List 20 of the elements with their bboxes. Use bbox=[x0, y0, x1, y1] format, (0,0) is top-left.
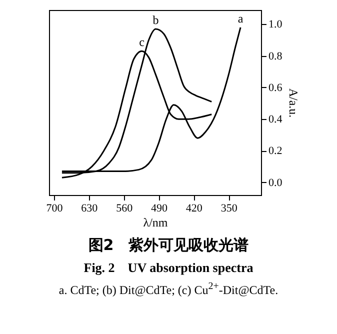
y-tick-label: 0.2 bbox=[268, 145, 282, 158]
series-label: b bbox=[152, 12, 159, 27]
x-tick-label: 490 bbox=[150, 202, 168, 214]
text: Fig. 2 UV absorption spectra bbox=[82, 259, 254, 277]
x-tick-label: 630 bbox=[81, 202, 98, 214]
x-axis-title: λ/nm bbox=[143, 216, 168, 230]
y-axis-title: A/a.u. bbox=[286, 88, 300, 118]
y-tick-label: 0.0 bbox=[268, 176, 283, 189]
x-tick-label: 420 bbox=[186, 202, 203, 214]
y-tick-label: 1.0 bbox=[268, 18, 283, 31]
series-label: c bbox=[139, 35, 144, 50]
y-tick-label: 0.8 bbox=[268, 50, 283, 62]
x-tick-label: 560 bbox=[116, 202, 134, 214]
y-tick-label: 0.4 bbox=[268, 114, 283, 126]
series-label: a bbox=[238, 11, 244, 26]
text: 图2 紫外可见吸收光谱 bbox=[87, 236, 250, 255]
text: a. CdTe; (b) Dit@CdTe; (c) Cu$^{2+}$-Dit@CdTe. bbox=[58, 281, 280, 298]
x-tick-label: 350 bbox=[220, 202, 238, 214]
y-tick-label: 0.6 bbox=[268, 82, 283, 94]
x-tick-label: 700 bbox=[46, 202, 64, 214]
